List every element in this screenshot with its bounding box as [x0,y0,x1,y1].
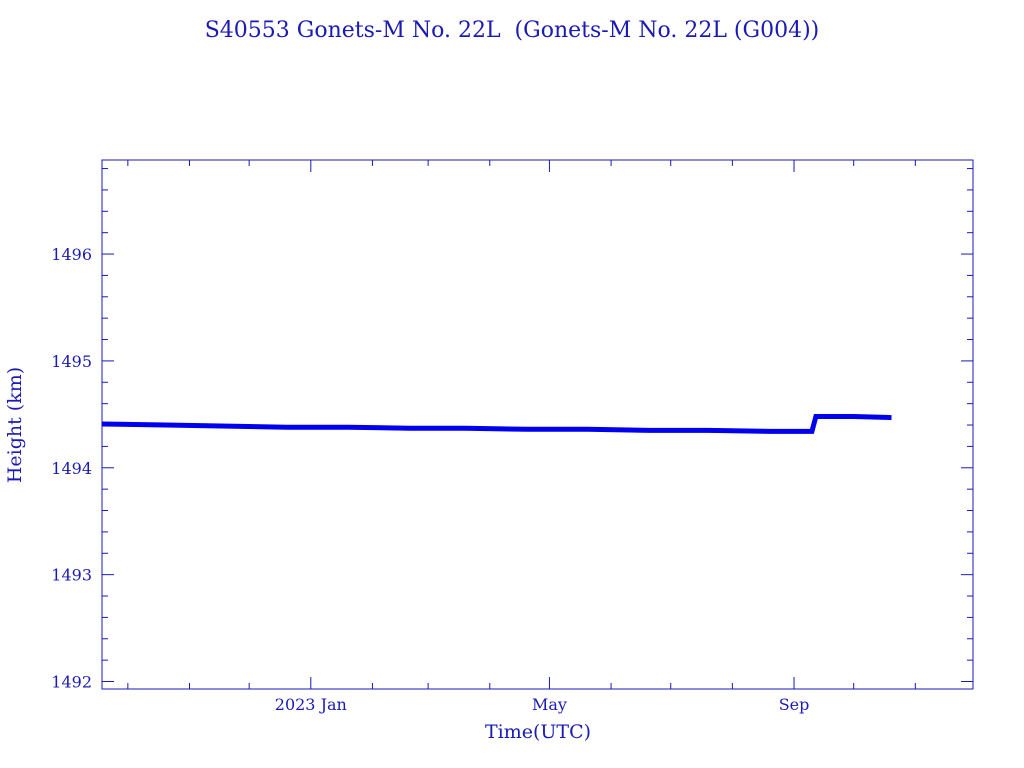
x-tick-label: 2023 Jan [275,695,347,714]
y-tick-label: 1492 [51,673,92,692]
chart-title: S40553 Gonets-M No. 22L (Gonets-M No. 22… [205,18,820,43]
y-tick-label: 1495 [51,352,92,371]
series-layer [101,414,892,434]
x-axis-label: Time(UTC) [485,721,591,743]
y-tick-label: 1494 [51,459,92,478]
y-axis-label: Height (km) [4,367,26,483]
x-tick-label: May [532,695,567,714]
y-tick-label: 1493 [51,566,92,585]
axis-tick-labels: 1492 1493 1494 1495 1496 2023 Jan May Sep [51,245,809,714]
y-tick-label: 1496 [51,245,92,264]
axis-ticks [102,160,973,689]
x-tick-label: Sep [779,695,810,714]
series-line-0 [101,414,892,434]
